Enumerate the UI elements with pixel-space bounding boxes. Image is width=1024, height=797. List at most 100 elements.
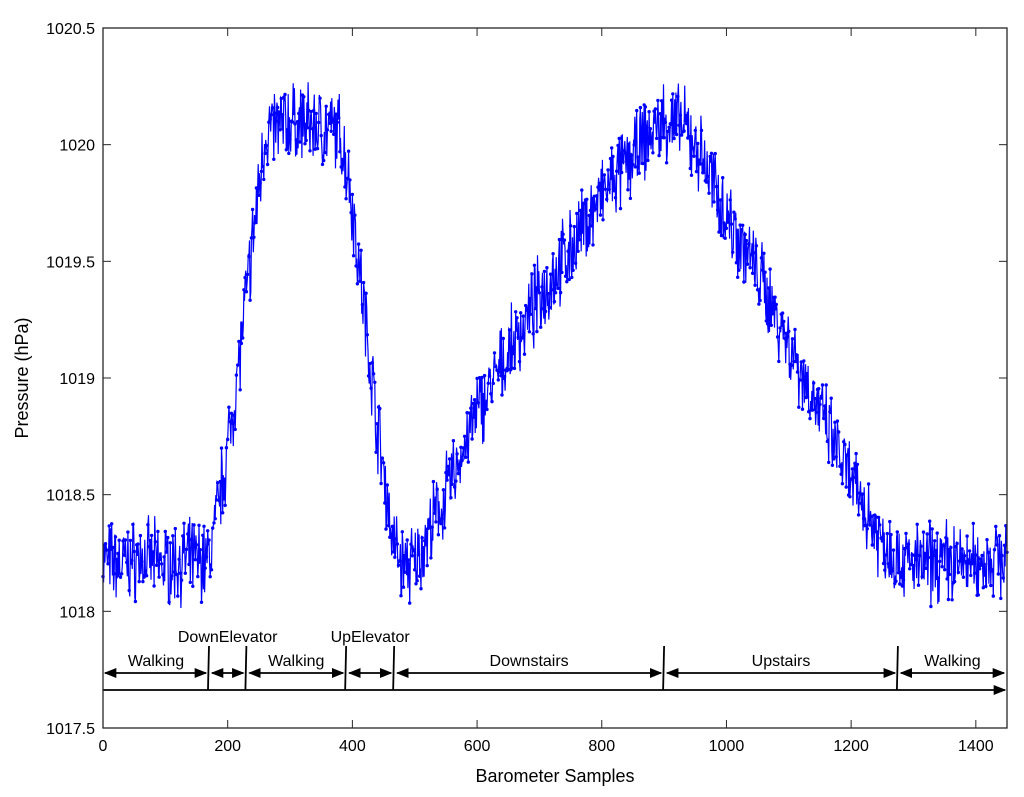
data-point [819, 396, 823, 400]
data-point [931, 553, 936, 558]
data-point [167, 600, 171, 604]
data-point [728, 198, 732, 202]
data-point [447, 457, 452, 461]
data-point [726, 220, 730, 224]
data-point [294, 138, 298, 142]
data-point [845, 453, 850, 457]
data-point [644, 125, 649, 130]
data-point [433, 511, 437, 515]
x-tick-label: 800 [588, 738, 615, 755]
data-point [698, 162, 702, 166]
data-point [866, 482, 871, 486]
data-point [777, 359, 781, 364]
data-point [335, 120, 340, 125]
data-point [154, 563, 159, 567]
data-point [125, 560, 129, 565]
data-point [413, 568, 417, 572]
data-point [952, 579, 957, 584]
segment-boundary [392, 645, 396, 691]
data-point [697, 158, 701, 162]
data-point [834, 455, 838, 459]
data-point [323, 150, 327, 155]
data-point [870, 543, 874, 547]
data-point [643, 105, 648, 109]
data-point [856, 513, 861, 517]
data-point [832, 457, 836, 461]
data-point [753, 283, 757, 287]
data-point [451, 439, 456, 443]
data-point [113, 535, 118, 539]
data-point [716, 208, 720, 212]
data-point [400, 530, 404, 534]
data-point [981, 586, 985, 590]
x-tick-label: 400 [339, 738, 366, 755]
data-point [878, 523, 882, 527]
data-point [995, 543, 999, 547]
data-point [677, 123, 681, 128]
data-point [420, 536, 424, 540]
data-point [543, 309, 548, 314]
data-point [717, 230, 721, 234]
segment-boundary [207, 645, 210, 691]
data-point [547, 305, 552, 310]
data-point [267, 120, 271, 124]
data-point [479, 378, 483, 382]
data-point [354, 264, 358, 268]
data-point [470, 437, 474, 441]
data-point [987, 562, 992, 566]
data-point [946, 597, 951, 602]
data-point [736, 275, 740, 279]
data-point [383, 501, 387, 505]
data-point [455, 452, 459, 456]
data-point [244, 290, 249, 294]
data-point [964, 560, 968, 564]
data-point [227, 405, 231, 409]
data-point [601, 218, 605, 222]
data-point [638, 105, 643, 110]
data-point [747, 242, 751, 246]
data-point [600, 206, 604, 210]
data-point [393, 555, 397, 559]
data-point [379, 481, 383, 486]
data-point [827, 460, 831, 465]
data-point [360, 302, 365, 307]
data-point [708, 154, 712, 159]
data-point [384, 527, 388, 531]
data-point [499, 374, 503, 378]
data-point [598, 213, 603, 217]
data-point [754, 244, 759, 248]
data-point [879, 536, 883, 540]
y-tick-label: 1018.5 [46, 488, 95, 505]
data-point [464, 455, 468, 459]
data-point [837, 430, 841, 434]
data-point [128, 538, 133, 543]
data-point [854, 451, 858, 456]
data-point [649, 137, 654, 142]
data-point [365, 333, 369, 337]
data-point [539, 325, 543, 329]
data-point [590, 224, 594, 228]
data-point [888, 519, 892, 524]
data-point [395, 542, 399, 546]
data-point [466, 460, 470, 464]
data-point [187, 562, 191, 567]
data-point [850, 467, 855, 471]
data-point [480, 375, 484, 380]
data-point [813, 396, 817, 401]
data-point [349, 210, 353, 215]
data-point [497, 370, 502, 374]
data-point [140, 559, 144, 564]
data-point [985, 538, 989, 542]
data-point [106, 562, 110, 566]
data-point [228, 420, 232, 424]
data-point [330, 120, 335, 124]
x-tick-label: 0 [99, 738, 108, 755]
data-point [257, 193, 261, 197]
data-point [980, 553, 984, 558]
data-point [824, 383, 828, 387]
segment-label: Walking [128, 653, 184, 670]
data-point [273, 111, 277, 116]
data-point [883, 568, 887, 572]
data-point [945, 577, 949, 581]
data-point [563, 274, 568, 278]
